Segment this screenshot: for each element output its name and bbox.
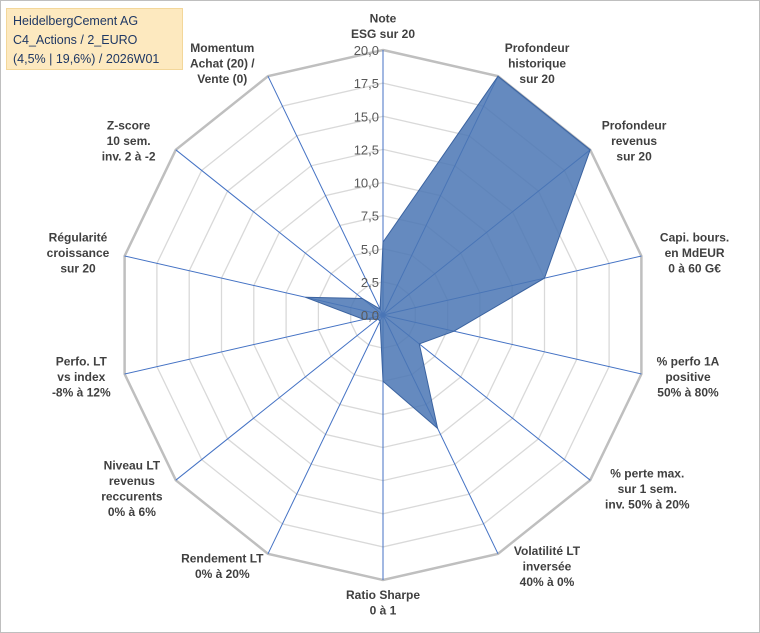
axis-label-4-line-1: positive — [665, 370, 711, 384]
tick-label-5: 12,5 — [354, 142, 379, 157]
axis-label-10-line-2: -8% à 12% — [52, 386, 111, 400]
spoke-12 — [175, 149, 384, 316]
axis-label-10-line-1: vs index — [57, 370, 105, 384]
title-line-company: HeidelbergCement AG — [13, 14, 139, 28]
axis-label-9-line-0: Niveau LT — [104, 459, 161, 473]
axis-label-0-line-1: ESG sur 20 — [351, 27, 415, 41]
spoke-8 — [267, 314, 384, 555]
tick-label-7: 17,5 — [354, 76, 379, 91]
axis-label-3-line-0: Capi. bours. — [660, 230, 729, 244]
axis-label-3-line-1: en MdEUR — [665, 246, 725, 260]
axis-label-11-line-1: croissance — [47, 246, 110, 260]
spoke-9 — [175, 314, 384, 481]
axis-label-9-line-1: revenus — [109, 474, 155, 488]
axis-label-9-line-3: 0% à 6% — [108, 505, 156, 519]
axis-label-5-line-1: sur 1 sem. — [618, 482, 677, 496]
tick-label-2: 5,0 — [361, 242, 379, 257]
title-line-stats: (4,5% | 19,6%) / 2026W01 — [13, 52, 160, 66]
axis-label-12-line-0: Z-score — [107, 119, 151, 133]
tick-label-3: 7,5 — [361, 209, 379, 224]
tick-label-1: 2,5 — [361, 275, 379, 290]
axis-label-5: % perte max.sur 1 sem. inv. 50% à 20% — [605, 467, 690, 512]
axis-label-12-line-1: 10 sem. — [107, 134, 151, 148]
axis-label-12-line-2: inv. 2 à -2 — [102, 150, 156, 164]
axis-label-6-line-0: Volatilité LT — [514, 544, 581, 558]
axis-label-7-line-0: Ratio Sharpe — [346, 588, 420, 602]
spoke-10 — [124, 314, 384, 375]
axis-label-2-line-1: revenus — [611, 134, 657, 148]
tick-labels: 0,0 2,5 5,0 7,5 10,0 12,5 15,0 17,5 20,0 — [354, 43, 379, 323]
axis-label-6-line-2: 40% à 0% — [520, 575, 575, 589]
tick-label-6: 15,0 — [354, 109, 379, 124]
axis-label-6-line-1: inversée — [523, 559, 572, 573]
series-layer — [305, 75, 591, 430]
axis-label-8-line-1: 0% à 20% — [195, 567, 250, 581]
tick-label-8: 20,0 — [354, 43, 379, 58]
chart-title-box: HeidelbergCement AG C4_Actions / 2_EURO … — [6, 8, 183, 70]
axis-label-0-line-0: Note — [370, 12, 397, 26]
axis-label-11-line-2: sur 20 — [60, 261, 96, 275]
axis-label-8-line-0: Rendement LT — [181, 552, 264, 566]
axis-label-9-line-2: reccurents — [101, 490, 163, 504]
axis-label-1-line-1: historique — [508, 57, 566, 71]
axis-label-3-line-2: 0 à 60 G€ — [668, 261, 721, 275]
axis-label-2-line-2: sur 20 — [616, 150, 652, 164]
title-line-category: C4_Actions / 2_EURO — [13, 33, 138, 47]
spoke-13 — [267, 75, 384, 316]
axis-label-13: Momentum Achat (20) /Vente (0) — [190, 41, 255, 86]
axis-label-4-line-2: 50% à 80% — [657, 386, 719, 400]
series-area — [305, 75, 591, 430]
axis-label-13-line-2: Vente (0) — [197, 72, 247, 86]
axis-label-13-line-0: Momentum — [190, 41, 254, 55]
axis-label-7: Ratio Sharpe 0 à 1 — [346, 588, 420, 618]
axis-label-4-line-0: % perfo 1A — [657, 355, 720, 369]
axis-label-10-line-0: Perfo. LT — [56, 355, 108, 369]
axis-label-5-line-2: inv. 50% à 20% — [605, 498, 690, 512]
axis-label-1-line-0: Profondeur — [505, 41, 570, 55]
axis-label-13-line-1: Achat (20) / — [190, 57, 255, 71]
axis-label-2-line-0: Profondeur — [602, 119, 667, 133]
axis-label-8: Rendement LT0% à 20% — [181, 552, 264, 582]
axis-label-7-line-1: 0 à 1 — [370, 604, 397, 618]
axis-label-11-line-0: Régularité — [49, 230, 108, 244]
tick-label-0: 0,0 — [361, 308, 379, 323]
tick-label-4: 10,0 — [354, 176, 379, 191]
axis-label-1-line-2: sur 20 — [519, 72, 555, 86]
axis-label-5-line-0: % perte max. — [610, 467, 684, 481]
